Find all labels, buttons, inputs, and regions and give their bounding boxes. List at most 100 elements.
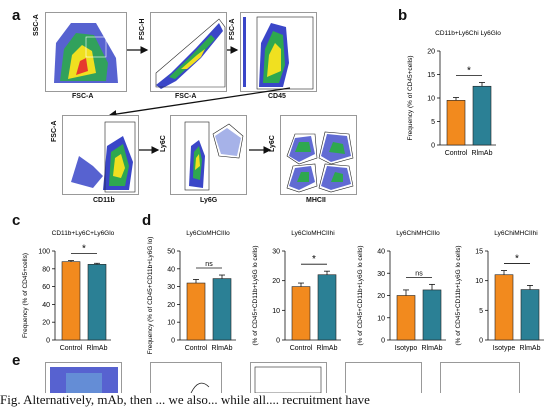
y-tick-label: 60 bbox=[42, 284, 50, 291]
flow-x-label-6: MHCII bbox=[306, 197, 326, 204]
significance-label: * bbox=[312, 254, 316, 265]
flow-plot-e4 bbox=[345, 362, 422, 393]
flow-density-e1 bbox=[50, 367, 118, 393]
x-tick-label: Control bbox=[185, 345, 208, 352]
panel-label-d: d bbox=[142, 212, 152, 229]
flow-plot-cd11b bbox=[62, 115, 139, 195]
flow-x-label-5: Ly6G bbox=[200, 197, 218, 204]
significance-label: * bbox=[515, 254, 519, 265]
y-tick-label: 5 bbox=[431, 119, 435, 126]
flow-x-label-4: CD11b bbox=[93, 197, 115, 204]
y-tick-label: 10 bbox=[272, 308, 280, 315]
chart-title: Ly6ChiMHCIIhi bbox=[494, 230, 537, 237]
flow-density-singlets bbox=[155, 18, 226, 89]
panel-label-b: b bbox=[398, 7, 408, 24]
flow-density-cd45 bbox=[243, 16, 314, 90]
y-tick-label: 10 bbox=[475, 278, 483, 285]
y-tick-label: 0 bbox=[479, 338, 483, 345]
chart-b: CD11b+Ly6Chi Ly6Glo 0 5 10 15 20 Frequency (% … bbox=[407, 30, 501, 157]
y-tick-label: 10 bbox=[377, 315, 385, 322]
significance-label: ns bbox=[205, 261, 213, 268]
x-tick-label: RlmAb bbox=[471, 150, 492, 157]
y-tick-label: 15 bbox=[475, 249, 483, 256]
flow-x-label-2: FSC-A bbox=[175, 93, 197, 100]
x-tick-label: RlmAb bbox=[316, 345, 337, 352]
y-tick-label: 5 bbox=[479, 308, 483, 315]
y-tick-label: 20 bbox=[42, 320, 50, 327]
x-tick-label: RlmAb bbox=[211, 345, 232, 352]
chart-title: Ly6ChiMHCIIlo bbox=[396, 230, 440, 237]
bar-control bbox=[446, 100, 466, 146]
chart-d1: Ly6CloMHCIIlo 0 10 20 30 40 50 Frequency (% of … bbox=[147, 230, 236, 355]
flow-density-e2 bbox=[190, 382, 210, 394]
x-tick-label: RlmAb bbox=[86, 345, 107, 352]
flow-x-label-3: CD45 bbox=[268, 93, 286, 100]
flow-plot-mhcii bbox=[280, 115, 357, 195]
y-tick-label: 100 bbox=[38, 249, 50, 256]
bar-rlmab bbox=[520, 289, 540, 341]
y-tick-label: 0 bbox=[381, 338, 385, 345]
chart-c: CD11b+Ly6C+Ly6Glo 0 20 40 60 80 100 Frequency (… bbox=[22, 230, 115, 352]
flow-y-label-6: Ly6C bbox=[269, 135, 276, 152]
flow-density-ly6g bbox=[184, 121, 244, 191]
flow-density-fsc-ssc bbox=[54, 23, 118, 83]
y-tick-label: 20 bbox=[167, 302, 175, 309]
flow-plot-e5 bbox=[440, 362, 520, 393]
figure-caption: Fig. Alternatively, mAb, then ... we als… bbox=[0, 392, 370, 407]
x-tick-label: Isotypo bbox=[395, 345, 418, 352]
y-tick-label: 30 bbox=[272, 249, 280, 256]
flow-plot-fsc-ssc bbox=[45, 12, 127, 92]
bar-isotype bbox=[494, 274, 514, 341]
x-tick-label: Control bbox=[445, 150, 468, 157]
x-tick-label: Control bbox=[290, 345, 313, 352]
chart-title: CD11b+Ly6Chi Ly6Glo bbox=[435, 30, 501, 37]
bar-rlmab bbox=[422, 289, 442, 341]
panel-label-e: e bbox=[12, 352, 21, 369]
y-tick-label: 20 bbox=[272, 278, 280, 285]
flow-plot-fsc-fsch bbox=[150, 12, 227, 92]
bar-isotypo bbox=[396, 295, 416, 341]
y-tick-label: 40 bbox=[377, 249, 385, 256]
y-tick-label: 20 bbox=[427, 49, 435, 56]
y-tick-label: 0 bbox=[46, 338, 50, 345]
x-tick-label: Control bbox=[60, 345, 83, 352]
flow-plot-e2 bbox=[150, 362, 222, 394]
significance-label: * bbox=[467, 65, 471, 76]
bar-rlmab bbox=[212, 278, 232, 341]
y-tick-label: 10 bbox=[427, 96, 435, 103]
panel-label-c: c bbox=[12, 212, 21, 229]
x-tick-label: RlmAb bbox=[421, 345, 442, 352]
chart-title: Ly6CloMHCIIlo bbox=[186, 230, 230, 237]
chart-d3: Ly6ChiMHCIIlo 0 10 20 30 40 (% of CD45+CD11b+L… bbox=[357, 230, 446, 352]
y-tick-label: 0 bbox=[431, 143, 435, 150]
y-tick-label: 0 bbox=[171, 338, 175, 345]
bar-control bbox=[186, 282, 206, 341]
flow-density-cd11b bbox=[71, 121, 136, 193]
y-tick-label: 15 bbox=[427, 72, 435, 79]
bar-rlmab bbox=[317, 274, 337, 341]
flow-plot-e3 bbox=[250, 362, 327, 394]
flow-y-label-4: FSC-A bbox=[51, 120, 58, 142]
bar-rlmab bbox=[472, 85, 492, 146]
y-tick-label: 30 bbox=[377, 271, 385, 278]
chart-title: CD11b+Ly6C+Ly6Glo bbox=[52, 230, 115, 237]
y-axis-label: (% of CD45+CD11b+Ly6G lo cells) bbox=[252, 245, 259, 345]
y-tick-label: 50 bbox=[167, 249, 175, 256]
bar-control bbox=[61, 261, 81, 341]
bar-rlmab bbox=[87, 264, 107, 341]
flow-plot-cd45 bbox=[240, 12, 317, 92]
x-tick-label: Isotype bbox=[493, 345, 516, 352]
chart-d2: Ly6CloMHCIIhi 0 10 20 30 (% of CD45+CD11b+Ly6… bbox=[252, 230, 341, 352]
y-tick-label: 40 bbox=[42, 302, 50, 309]
bar-control bbox=[291, 286, 311, 341]
significance-label: ns bbox=[415, 270, 423, 277]
y-axis-label: (% of CD45+CD11b+Ly6G lo cells) bbox=[455, 245, 462, 345]
chart-d4: Ly6ChiMHCIIhi 0 5 10 15 (% of CD45+CD11b+Ly6G… bbox=[455, 230, 544, 352]
y-tick-label: 80 bbox=[42, 266, 50, 273]
flow-density-mhcii bbox=[286, 131, 354, 193]
y-axis-label: Frequency (% of CD45+CD11b+Ly6G lo) bbox=[147, 237, 154, 355]
flow-x-label-1: FSC-A bbox=[72, 93, 94, 100]
y-tick-label: 10 bbox=[167, 320, 175, 327]
y-axis-label: (% of CD45+CD11b+Ly6G lo cells) bbox=[357, 245, 364, 345]
